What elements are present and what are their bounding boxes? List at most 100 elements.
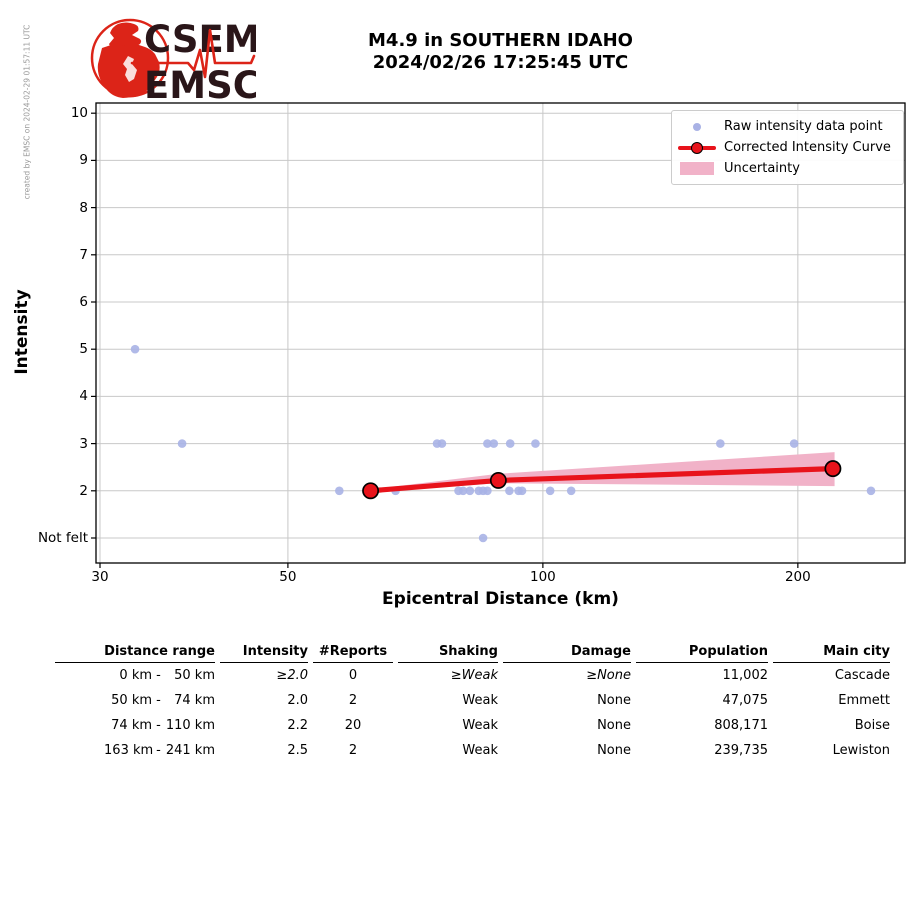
- raw-data-point: [531, 439, 540, 448]
- population-cell: 47,075: [722, 693, 769, 708]
- damage-cell: None: [597, 718, 631, 733]
- table-row: 50 km - 74 km 2.0 2 Weak None 47,075 Emmett: [55, 688, 890, 713]
- distance-separator: -: [152, 718, 165, 733]
- y-tick-label: Not felt: [37, 530, 88, 546]
- raw-data-point: [478, 533, 488, 543]
- distance-range-cell: 163 km - 241 km: [55, 738, 215, 763]
- raw-data-point: [789, 439, 799, 448]
- x-tick-label: 200: [784, 569, 811, 585]
- damage-cell: None: [597, 743, 631, 758]
- legend-curve-label: Corrected Intensity Curve: [724, 140, 891, 155]
- seismogram-trace-icon: [130, 28, 256, 79]
- reports-cell: 2: [348, 693, 358, 708]
- distance-to: 74 km: [174, 693, 215, 708]
- table-header: Main city: [773, 640, 890, 663]
- table-row: 74 km - 110 km 2.2 20 Weak None 808,171 Boise: [55, 713, 890, 738]
- raw-data-point: [517, 486, 527, 496]
- distance-from: 0 km: [119, 668, 153, 683]
- distance-from: 163 km: [104, 743, 154, 758]
- main-city-cell: Cascade: [834, 668, 890, 683]
- x-tick-label: 100: [529, 569, 556, 585]
- curve-marker: [824, 460, 842, 478]
- y-tick-label: 4: [79, 388, 88, 405]
- y-tick-label: 10: [70, 105, 88, 122]
- table-header-row: Distance range Intensity #Reports Shaking Da…: [55, 640, 890, 663]
- table-header: Population: [636, 640, 768, 663]
- table-header: Intensity: [220, 640, 308, 663]
- y-tick-label: 7: [79, 246, 88, 263]
- distance-separator: -: [152, 693, 165, 708]
- shaking-cell: ≥Weak: [450, 668, 498, 683]
- population-cell: 808,171: [714, 718, 768, 733]
- raw-data-point: [505, 486, 514, 496]
- distance-from: 74 km: [111, 718, 153, 733]
- raw-data-point: [483, 439, 492, 448]
- damage-cell: ≥None: [586, 668, 631, 683]
- main-city-cell: Emmett: [838, 693, 890, 708]
- title-line2: 2024/02/26 17:25:45 UTC: [372, 52, 629, 73]
- plot-frame: [95, 102, 906, 564]
- reports-cell: 2: [348, 743, 358, 758]
- raw-point-icon: [678, 122, 716, 131]
- raw-data-point: [489, 439, 499, 448]
- y-tick-label: 6: [79, 294, 88, 310]
- raw-data-point: [130, 344, 140, 354]
- table-header: #Reports: [313, 640, 393, 663]
- x-tick-label: 50: [279, 569, 297, 585]
- y-tick-label: 2: [79, 482, 88, 499]
- raw-data-point: [335, 486, 344, 496]
- population-cell: 11,002: [722, 668, 769, 683]
- table-row: 0 km - 50 km ≥2.0 0 ≥Weak ≥None 11,002 Cascade: [55, 663, 890, 688]
- reports-cell: 0: [348, 668, 358, 683]
- legend-item-raw: Raw intensity data point: [678, 116, 897, 137]
- legend-item-band: Uncertainty: [678, 158, 897, 179]
- raw-data-point: [177, 439, 187, 448]
- damage-cell: None: [597, 693, 631, 708]
- raw-data-point: [866, 486, 876, 496]
- curve-line-icon: [678, 141, 716, 154]
- main-city-cell: Lewiston: [832, 743, 890, 758]
- y-tick-label: 3: [79, 435, 88, 452]
- distance-to: 110 km: [165, 718, 215, 733]
- table-header: Distance range: [55, 640, 215, 663]
- y-tick-label: 8: [79, 199, 88, 216]
- shaking-cell: Weak: [462, 693, 498, 708]
- raw-data-point: [505, 439, 515, 448]
- raw-data-point: [545, 486, 555, 496]
- raw-data-point: [437, 439, 447, 448]
- population-cell: 239,735: [714, 743, 768, 758]
- legend-band-label: Uncertainty: [724, 161, 800, 176]
- y-tick-label: 5: [79, 341, 88, 358]
- legend-raw-label: Raw intensity data point: [724, 119, 883, 134]
- intensity-report-table: Distance range Intensity #Reports Shaking Da…: [50, 640, 895, 763]
- intensity-cell: 2.2: [287, 718, 308, 733]
- title-line1: M4.9 in SOUTHERN IDAHO: [368, 30, 633, 51]
- distance-from: 50 km: [111, 693, 153, 708]
- raw-data-point: [566, 486, 576, 496]
- emsc-logo: CSEM EMSC: [90, 18, 256, 104]
- raw-data-point: [716, 439, 725, 448]
- globe-icon: [90, 18, 170, 98]
- y-axis-title: Intensity: [12, 289, 32, 375]
- distance-to: 50 km: [174, 668, 215, 683]
- intensity-cell: 2.0: [287, 693, 308, 708]
- intensity-cell: 2.5: [287, 743, 308, 758]
- intensity-cell: ≥2.0: [276, 668, 308, 683]
- raw-data-point: [465, 486, 475, 496]
- table-row: 163 km - 241 km 2.5 2 Weak None 239,735 Lewist…: [55, 738, 890, 763]
- distance-separator: -: [152, 668, 165, 683]
- x-axis-title: Epicentral Distance (km): [382, 589, 619, 609]
- distance-range-cell: 50 km - 74 km: [55, 688, 215, 713]
- shaking-cell: Weak: [462, 743, 498, 758]
- x-tick-label: 30: [91, 569, 109, 585]
- y-tick-label: 9: [79, 152, 88, 169]
- table-header: Damage: [503, 640, 631, 663]
- distance-range-cell: 0 km - 50 km: [55, 663, 215, 688]
- distance-range-cell: 74 km - 110 km: [55, 713, 215, 738]
- raw-data-point: [483, 486, 492, 496]
- shaking-cell: Weak: [462, 718, 498, 733]
- chart-legend: Raw intensity data point Corrected Inten…: [671, 110, 904, 185]
- reports-cell: 20: [344, 718, 362, 733]
- distance-separator: -: [152, 743, 165, 758]
